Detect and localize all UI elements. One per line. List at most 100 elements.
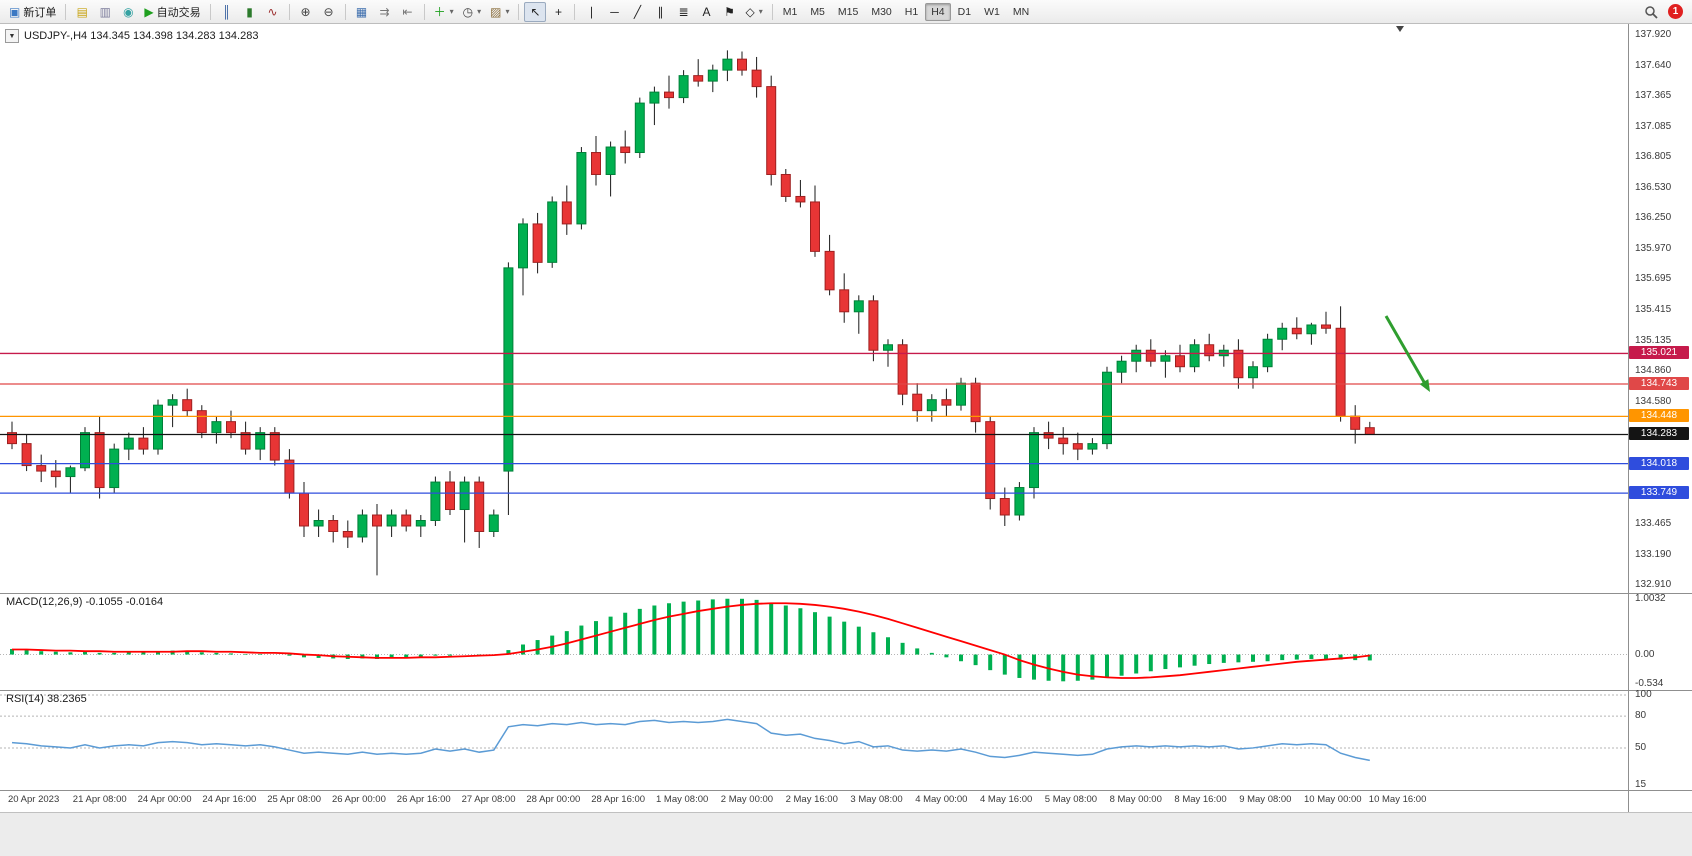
timeframe-button-w1[interactable]: W1 (984, 5, 1000, 18)
chart-window-button[interactable]: ▤ (71, 2, 93, 22)
price-axis-label: 134.580 (1635, 395, 1672, 407)
timeframe-toolbar: M1 M5 M15 M30 H1 H4 D1 W1 MN (777, 2, 1035, 21)
price-axis[interactable]: 137.920 137.640 137.365 137.085 136.805 136.5… (1629, 0, 1692, 856)
new-order-icon: ▣ (9, 4, 21, 19)
new-order-button[interactable]: ▣ 新订单 (5, 2, 60, 22)
macd-axis-label: 0.00 (1635, 648, 1655, 660)
zoom-out-button[interactable]: ⊖ (318, 2, 340, 22)
price-axis-label: 136.250 (1635, 212, 1672, 224)
price-line-label[interactable]: 135.021 (1629, 346, 1689, 360)
chart-shift-button[interactable]: ⇤ (397, 2, 419, 22)
timeframe-button-m5[interactable]: M5 (810, 5, 825, 18)
candlestick-chart-button[interactable]: ▮ (239, 2, 261, 22)
notification-badge[interactable]: 1 (1668, 4, 1683, 19)
templates-button-dropdown-icon[interactable]: ▾ (505, 7, 510, 16)
price-axis-label: 132.910 (1635, 579, 1672, 591)
text-icon: A (702, 4, 711, 19)
price-line-label[interactable]: 134.448 (1629, 409, 1689, 423)
one-click-trading-toggle[interactable]: ▼ (5, 29, 19, 43)
horizontal-line-icon: ─ (610, 4, 619, 19)
macd-axis-label: 1.0032 (1635, 592, 1666, 604)
indicators-button[interactable]: ＋ ▾ (430, 2, 458, 22)
macd-histogram-layer (10, 598, 1372, 682)
label-button[interactable]: ⚑ (718, 2, 740, 22)
trend-arrow-annotation[interactable] (1384, 315, 1426, 383)
chart-window-icon: ▤ (76, 4, 89, 19)
candles-layer (7, 50, 1375, 576)
price-axis-label: 137.365 (1635, 89, 1672, 101)
macd-signal-line (12, 602, 1370, 679)
timeframe-button-m1[interactable]: M1 (782, 5, 798, 18)
timeframe-button-h1[interactable]: H1 (904, 5, 919, 18)
crosshair-button[interactable]: + (547, 2, 569, 22)
toolbar-separator (288, 3, 290, 20)
shapes-button-dropdown-icon[interactable]: ▾ (758, 7, 763, 16)
toolbar-separator (771, 3, 773, 20)
templates-button[interactable]: ▨ ▾ (486, 2, 513, 22)
price-line-label[interactable]: 134.743 (1629, 376, 1689, 390)
bar-chart-icon: ║ (222, 4, 231, 19)
search-button[interactable] (1640, 2, 1662, 22)
shapes-button[interactable]: ◇ ▾ (741, 2, 766, 22)
trend-arrow-head (1419, 379, 1430, 392)
price-line-label[interactable]: 133.749 (1629, 486, 1689, 500)
toolbar-buttons: ▣ 新订单 ▤ ▥ ◉ ▶ 自动交易 ║ ▮ ∿ ⊕ ⊖ ▦ ⇉ ⇤ ＋ ▾ ◷ ▾ ▨ ▾ ↖ + ∣ ─ ╱ ∥ ≣ A ⚑ ◇ ▾ (5, 1, 777, 22)
timeframe-button-h4[interactable]: H4 (925, 2, 951, 21)
line-chart-button[interactable]: ∿ (262, 2, 284, 22)
vertical-line-button[interactable]: ∣ (580, 2, 602, 22)
horizontal-line-button[interactable]: ─ (603, 2, 625, 22)
auto-scroll-button[interactable]: ⇉ (374, 2, 396, 22)
toolbar-separator (65, 3, 67, 20)
chart-shift-icon: ⇤ (402, 4, 413, 19)
price-axis-label: 135.415 (1635, 304, 1672, 316)
chart-header: ▼ USDJPY-,H4 134.345 134.398 134.283 134… (5, 29, 258, 43)
indicators-button-dropdown-icon[interactable]: ▾ (449, 7, 454, 16)
fibonacci-button[interactable]: ≣ (672, 2, 694, 22)
trendline-button[interactable]: ╱ (626, 2, 648, 22)
chart-shift-marker[interactable] (1396, 26, 1404, 32)
auto-trading-button-label: 自动交易 (156, 6, 201, 19)
price-axis-label: 137.085 (1635, 120, 1672, 132)
chart-window-background (0, 24, 1692, 812)
price-axis-label: 136.530 (1635, 181, 1672, 193)
search-icon (1645, 5, 1658, 19)
toolbar-right: 1 (1640, 2, 1687, 22)
bar-chart-button[interactable]: ║ (216, 2, 238, 22)
timeframe-button-d1[interactable]: D1 (957, 5, 972, 18)
price-line-label[interactable]: 134.018 (1629, 456, 1689, 470)
tile-windows-button[interactable]: ▦ (351, 2, 373, 22)
cursor-icon: ↖ (530, 4, 541, 19)
periods-button-dropdown-icon[interactable]: ▾ (477, 7, 482, 16)
channel-button[interactable]: ∥ (649, 2, 671, 22)
profiles-button[interactable]: ▥ (94, 2, 116, 22)
price-line-label[interactable]: 134.283 (1629, 427, 1689, 441)
timeframe-button-mn[interactable]: MN (1012, 5, 1030, 18)
data-window-button[interactable]: ◉ (117, 2, 139, 22)
channel-icon: ∥ (657, 4, 664, 19)
trendline-icon: ╱ (633, 4, 642, 19)
periods-button[interactable]: ◷ ▾ (459, 2, 486, 22)
panel-separator-rsi[interactable] (0, 690, 1692, 691)
toolbar-separator (518, 3, 520, 20)
auto-scroll-icon: ⇉ (379, 4, 390, 19)
zoom-in-icon: ⊕ (300, 4, 311, 19)
auto-trading-icon: ▶ (144, 4, 154, 19)
price-axis-label: 135.135 (1635, 334, 1672, 346)
timeframe-button-m30[interactable]: M30 (871, 5, 892, 18)
auto-trading-button[interactable]: ▶ 自动交易 (140, 2, 204, 22)
panel-separator-macd[interactable] (0, 593, 1692, 594)
vertical-line-icon: ∣ (588, 4, 595, 19)
price-axis-border (1628, 24, 1629, 812)
time-axis-separator (0, 790, 1692, 791)
profiles-icon: ▥ (99, 4, 112, 19)
timeframe-button-m15[interactable]: M15 (837, 5, 859, 18)
symbol-ohlc-info: USDJPY-,H4 134.345 134.398 134.283 134.2… (24, 30, 259, 42)
cursor-button[interactable]: ↖ (524, 1, 547, 22)
text-button[interactable]: A (695, 2, 717, 22)
macd-indicator-title: MACD(12,26,9) -0.1055 -0.0164 (6, 596, 164, 608)
toolbar-separator (344, 3, 346, 20)
fibonacci-icon: ≣ (678, 4, 689, 19)
zoom-in-button[interactable]: ⊕ (295, 2, 317, 22)
price-axis-label: 137.640 (1635, 59, 1672, 71)
